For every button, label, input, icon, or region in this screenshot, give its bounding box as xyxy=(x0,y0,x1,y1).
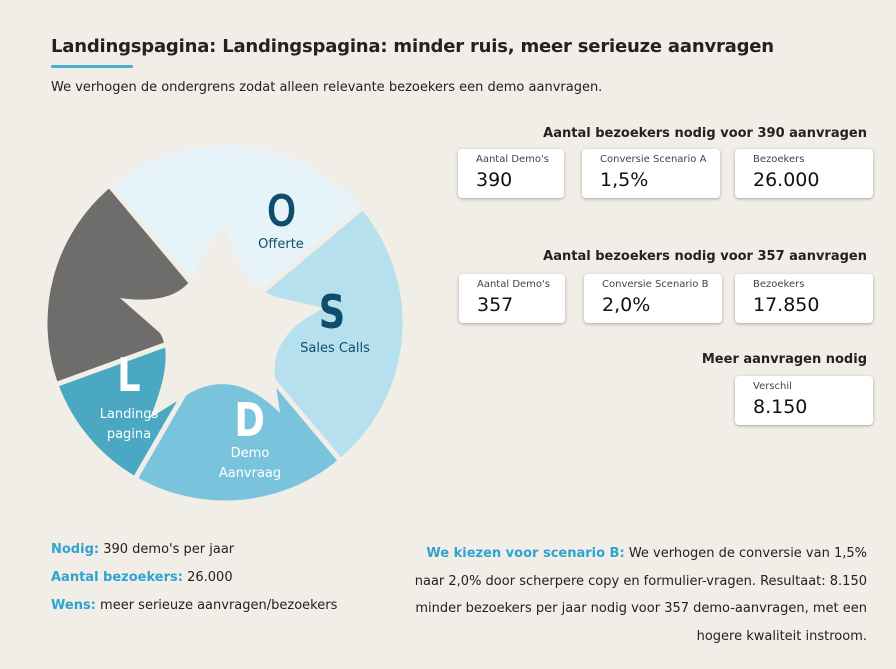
card-label: Bezoekers xyxy=(753,279,805,290)
summary-needed: Nodig: 390 demo's per jaar xyxy=(51,542,234,557)
segment-letter-l: L xyxy=(117,348,140,402)
segment-label-demo: Demo xyxy=(231,446,270,461)
card-label: Bezoekers xyxy=(753,154,805,165)
card-value: 357 xyxy=(477,294,514,316)
segment-label-aanvraag: Aanvraag xyxy=(219,466,281,481)
cycle-center-star xyxy=(120,223,325,418)
card-value: 2,0% xyxy=(602,294,651,316)
losd-cycle-diagram: O Offerte S Sales Calls D Demo Aanvraag … xyxy=(42,140,408,506)
segment-letter-o: O xyxy=(267,184,296,236)
segment-label-offerte: Offerte xyxy=(258,237,304,252)
segment-demo-aanvraag xyxy=(131,318,345,506)
segment-sales-calls xyxy=(221,203,408,465)
summary-wish-value: meer serieuze aanvragen/bezoekers xyxy=(100,598,338,613)
card-value: 26.000 xyxy=(753,169,820,191)
card-value: 17.850 xyxy=(753,294,820,316)
scenario-choice-label: We kiezen voor scenario B: xyxy=(426,546,625,561)
card-difference: Verschil 8.150 xyxy=(735,376,873,425)
card-visitors-b: Bezoekers 17.850 xyxy=(735,274,873,323)
summary-wish-label: Wens: xyxy=(51,598,96,613)
difference-heading: Meer aanvragen nodig xyxy=(701,352,867,367)
summary-visitors-label: Aantal bezoekers: xyxy=(51,570,183,585)
card-label: Conversie Scenario A xyxy=(600,154,707,165)
segment-label-sales-calls: Sales Calls xyxy=(300,341,370,356)
card-value: 1,5% xyxy=(600,169,649,191)
segment-label-pagina: pagina xyxy=(107,427,151,442)
card-label: Verschil xyxy=(753,381,792,392)
summary-needed-label: Nodig: xyxy=(51,542,100,557)
title-underline xyxy=(51,65,133,68)
segment-offerte xyxy=(105,140,367,327)
card-label: Conversie Scenario B xyxy=(602,279,709,290)
summary-needed-value: 390 demo's per jaar xyxy=(103,542,235,557)
card-value: 8.150 xyxy=(753,396,808,418)
scenario-choice-text: We verhogen de conversie van 1,5% naar 2… xyxy=(414,546,867,644)
segment-label-landings: Landings xyxy=(100,407,159,422)
card-conversion-b: Conversie Scenario B 2,0% xyxy=(584,274,722,323)
scenario-a-heading: Aantal bezoekers nodig voor 390 aanvrage… xyxy=(543,126,867,141)
card-demos-b: Aantal Demo's 357 xyxy=(459,274,565,323)
page-subtitle: We verhogen de ondergrens zodat alleen r… xyxy=(51,80,603,95)
card-demos-a: Aantal Demo's 390 xyxy=(458,149,564,198)
card-label: Aantal Demo's xyxy=(477,279,550,290)
segment-letter-d: D xyxy=(234,393,265,447)
summary-visitors: Aantal bezoekers: 26.000 xyxy=(51,570,233,585)
card-value: 390 xyxy=(476,169,513,191)
summary-visitors-value: 26.000 xyxy=(187,570,233,585)
page-title: Landingspagina: Landingspagina: minder r… xyxy=(51,36,774,57)
scenario-b-heading: Aantal bezoekers nodig voor 357 aanvrage… xyxy=(543,249,867,264)
card-conversion-a: Conversie Scenario A 1,5% xyxy=(582,149,720,198)
scenario-choice-paragraph: We kiezen voor scenario B: We verhogen d… xyxy=(407,540,867,650)
segment-letter-s: S xyxy=(319,285,346,339)
card-label: Aantal Demo's xyxy=(476,154,549,165)
card-visitors-a: Bezoekers 26.000 xyxy=(735,149,873,198)
summary-wish: Wens: meer serieuze aanvragen/bezoekers xyxy=(51,598,337,613)
